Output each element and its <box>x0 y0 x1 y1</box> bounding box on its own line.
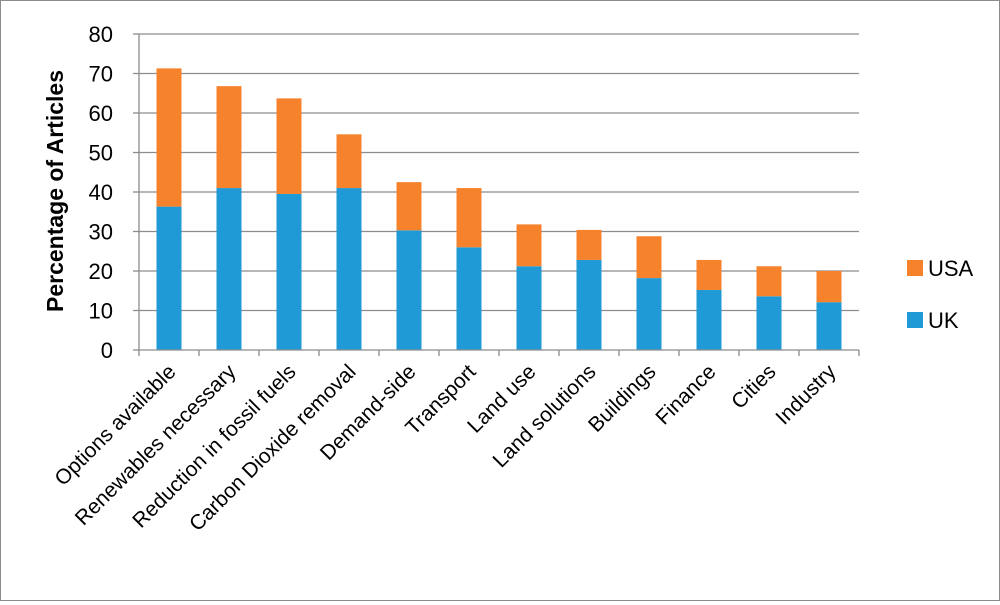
bar-uk <box>276 193 302 350</box>
y-tick-label: 80 <box>89 22 113 47</box>
bar-uk <box>516 266 542 350</box>
bar-usa <box>636 236 662 279</box>
legend-swatch-usa <box>907 260 923 276</box>
x-tick-label: Industry <box>771 360 840 429</box>
x-tick-label: Cities <box>727 360 780 413</box>
bar-uk <box>756 296 782 350</box>
bar-uk <box>816 302 842 350</box>
y-tick-label: 70 <box>89 62 113 87</box>
bar-usa <box>336 134 362 189</box>
y-tick-label: 40 <box>89 180 113 205</box>
bar-usa <box>756 266 782 297</box>
bar-uk <box>216 188 242 350</box>
legend: USA UK <box>907 256 974 333</box>
axes <box>133 33 860 356</box>
y-axis-label: Percentage of Articles <box>42 70 68 312</box>
y-tick-label: 50 <box>89 141 113 166</box>
bar-usa <box>396 182 422 231</box>
y-tick-label: 60 <box>89 101 113 126</box>
bar-usa <box>516 224 542 267</box>
bar-uk <box>576 259 602 350</box>
legend-label-usa: USA <box>928 256 974 281</box>
bar-usa <box>156 68 182 207</box>
bar-uk <box>456 247 482 350</box>
legend-label-uk: UK <box>928 308 959 333</box>
bar-uk <box>336 188 362 350</box>
y-tick-label: 20 <box>89 259 113 284</box>
x-tick-label: Finance <box>651 360 720 429</box>
y-tick-label: 10 <box>89 299 113 324</box>
bar-usa <box>456 188 482 248</box>
bar-usa <box>276 98 302 194</box>
bar-uk <box>396 230 422 350</box>
bar-uk <box>696 289 722 350</box>
bar-uk <box>156 206 182 350</box>
y-tick-label: 0 <box>101 338 113 363</box>
bar-usa <box>216 86 242 189</box>
bar-uk <box>636 278 662 350</box>
legend-swatch-uk <box>907 312 923 328</box>
bar-usa <box>696 259 722 290</box>
bars <box>156 68 842 350</box>
gridlines <box>139 33 859 312</box>
bar-usa <box>816 271 842 303</box>
y-tick-labels: 0 10 20 30 40 50 60 70 80 <box>89 22 113 363</box>
y-tick-label: 30 <box>89 220 113 245</box>
bar-usa <box>576 229 602 260</box>
x-tick-label: Land solutions <box>489 360 601 472</box>
